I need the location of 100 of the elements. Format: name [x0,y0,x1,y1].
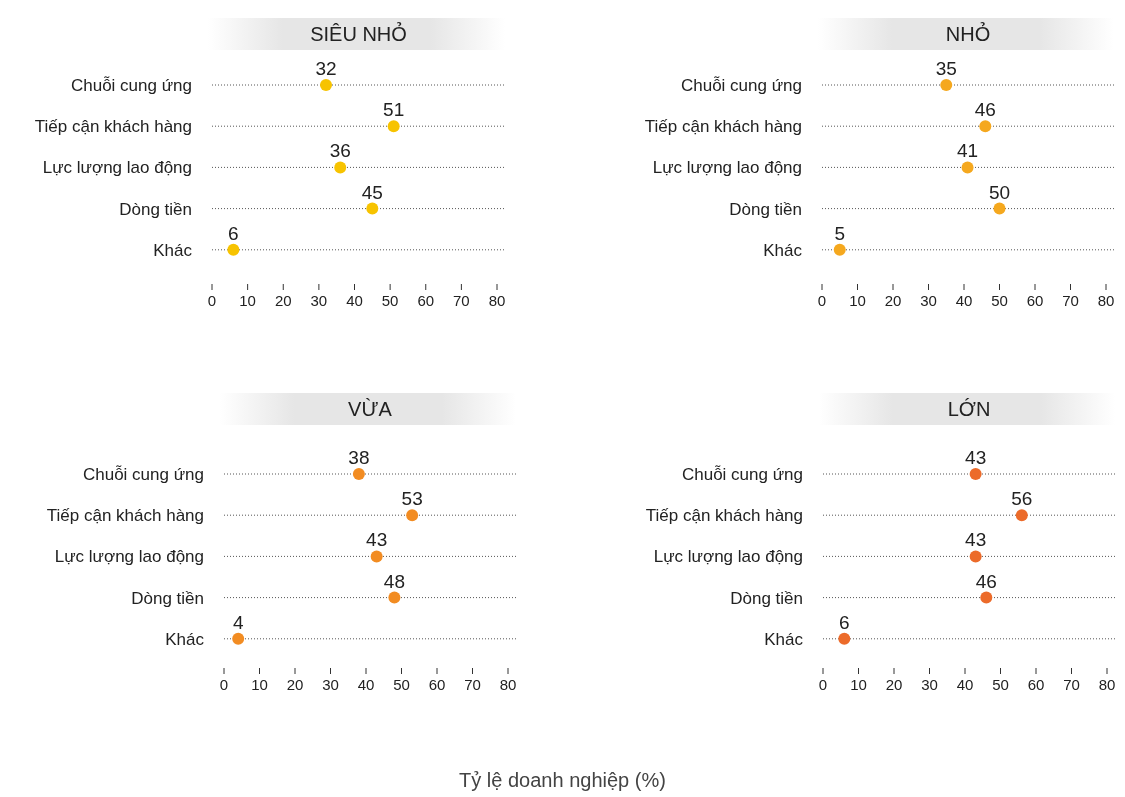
data-label: 6 [228,222,239,244]
data-label: 53 [401,488,423,510]
point [406,509,419,522]
data-label: 4 [232,611,244,633]
x-tick-label: 30 [322,676,339,693]
point [940,79,953,91]
data-label: 45 [361,181,383,203]
x-tick-label: 70 [453,292,470,309]
x-tick-label: 10 [849,292,866,309]
point [227,243,240,256]
data-label: 43 [366,529,388,551]
data-label: 6 [839,611,850,633]
chart-title: LỚN [947,398,991,420]
data-label: 35 [935,58,957,79]
point [320,79,332,91]
data-label: 48 [383,570,405,592]
x-tick-label: 70 [1062,292,1079,309]
x-tick-label: 80 [1098,676,1116,693]
y-tick-label: Khác [763,240,803,260]
x-tick-label: 30 [920,292,937,309]
point [993,202,1006,215]
point [969,468,982,480]
x-tick-label: 50 [992,676,1009,693]
point [1015,509,1028,522]
point [980,591,993,604]
y-tick-label: Lực lượng lao động [54,547,204,567]
point [961,161,974,174]
chart-title: NHỎ [945,22,991,45]
point [232,632,245,645]
x-tick-label: 0 [817,292,827,309]
chart-title: VỪA [348,398,393,420]
x-tick-label: 60 [1026,292,1044,309]
x-tick-label: 70 [1063,676,1080,693]
point [833,243,846,256]
y-tick-label: Dòng tiền [730,588,803,608]
x-tick-label: 60 [417,292,435,309]
x-tick-label: 40 [346,292,363,309]
x-tick-label: 80 [1097,292,1115,309]
data-label: 38 [348,447,370,468]
x-tick-label: 10 [850,676,867,693]
data-label: 56 [1011,488,1033,510]
x-tick-label: 60 [428,676,446,693]
y-tick-label: Chuỗi cung ứng [70,76,192,95]
x-tick-label: 40 [357,676,375,693]
point [979,120,992,133]
y-tick-label: Tiếp cận khách hàng [46,506,204,526]
text: Tỷ lệ doanh nghiệp (%) [459,769,666,791]
data-label: 32 [315,58,337,79]
y-tick-label: Tiếp cận khách hàng [644,117,802,137]
y-tick-label: Lực lượng lao động [42,158,192,178]
x-tick-label: 10 [251,676,268,693]
y-tick-label: Chuỗi cung ứng [680,76,802,95]
x-tick-label: 20 [286,676,304,693]
point [387,120,400,133]
point [370,550,383,563]
chart-title: SIÊU NHỎ [310,22,407,45]
data-label: 46 [974,99,996,121]
point [969,550,982,563]
y-tick-label: Dòng tiền [729,199,802,219]
y-tick-label: Lực lượng lao động [652,158,802,178]
x-tick-label: 0 [207,292,217,309]
data-label: 5 [834,222,846,244]
x-tick-label: 50 [381,292,399,309]
x-tick-label: 60 [1027,676,1045,693]
x-tick-label: 80 [499,676,517,693]
y-tick-label: Khác [764,629,804,649]
y-tick-label: Tiếp cận khách hàng [34,117,192,137]
x-tick-label: 50 [991,292,1008,309]
point [352,468,365,480]
data-label: 46 [975,570,997,592]
point [366,202,379,215]
x-tick-label: 70 [464,676,481,693]
x-tick-label: 0 [219,676,229,693]
y-tick-label: Khác [153,240,193,260]
x-tick-label: 50 [393,676,410,693]
data-label: 43 [965,447,987,468]
x-tick-label: 20 [885,676,903,693]
y-tick-label: Dòng tiền [131,588,204,608]
x-tick-label: 20 [274,292,292,309]
data-label: 41 [956,140,979,162]
y-tick-label: Khác [165,629,205,649]
point [388,591,401,604]
y-tick-label: Tiếp cận khách hàng [645,506,803,526]
y-tick-label: Dòng tiền [119,199,192,219]
point [838,632,851,645]
x-tick-label: 30 [921,676,938,693]
point [334,161,347,174]
x-tick-label: 30 [310,292,328,309]
data-label: 43 [965,529,987,551]
y-tick-label: Chuỗi cung ứng [82,465,204,484]
x-tick-label: 20 [884,292,902,309]
y-tick-label: Chuỗi cung ứng [681,465,803,484]
x-tick-label: 0 [818,676,828,693]
x-tick-label: 40 [955,292,973,309]
data-label: 50 [988,181,1011,203]
data-label: 51 [383,99,405,121]
data-label: 36 [329,140,351,162]
x-tick-label: 80 [488,292,506,309]
y-tick-label: Lực lượng lao động [653,547,803,567]
x-tick-label: 40 [956,676,974,693]
